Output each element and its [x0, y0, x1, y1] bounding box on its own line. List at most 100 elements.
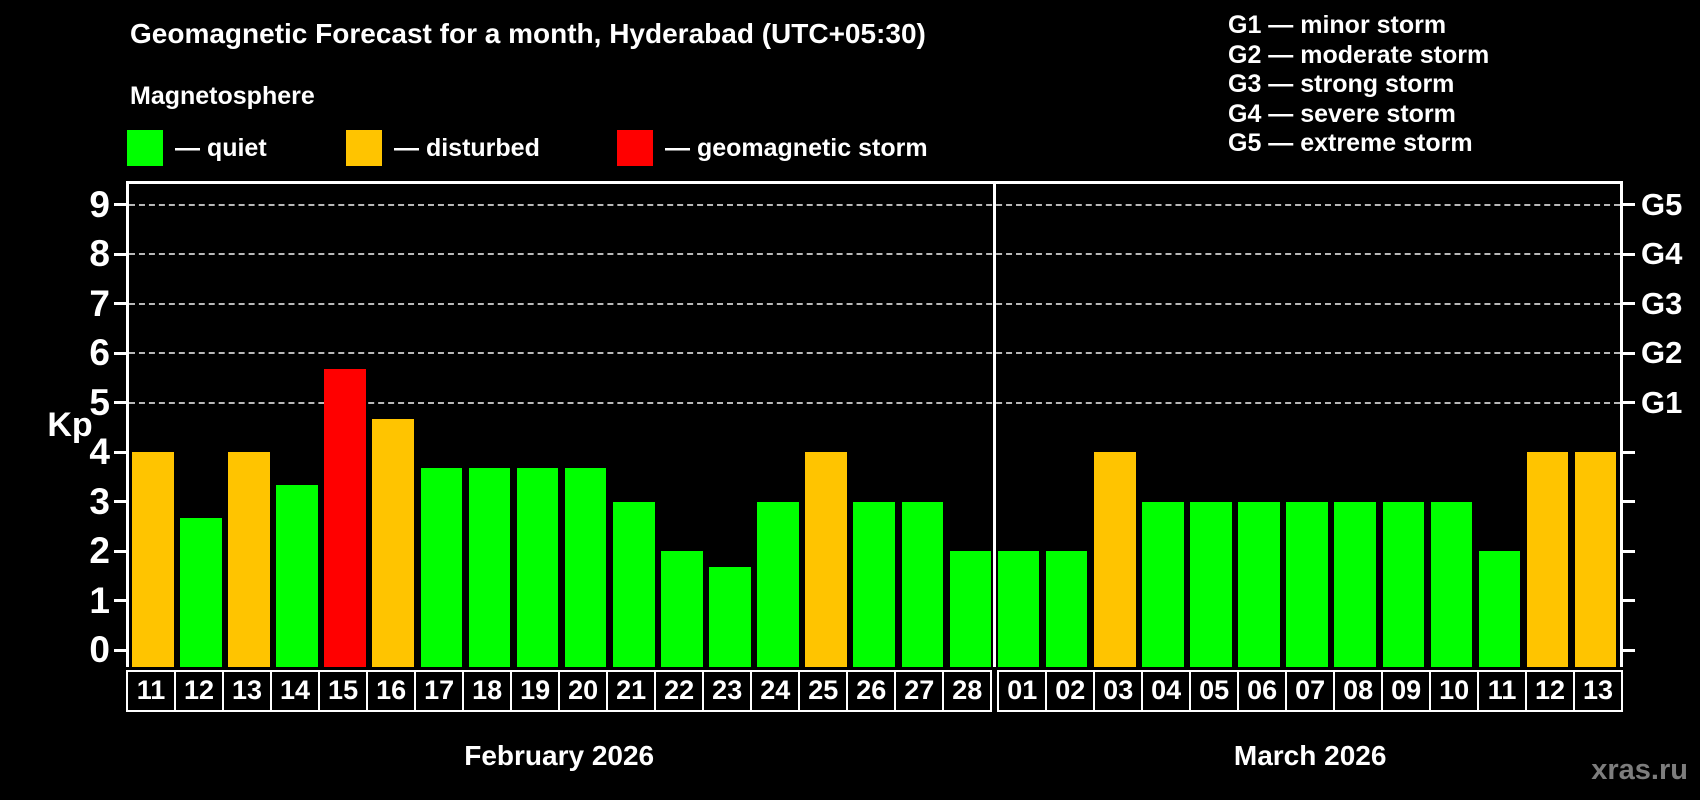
plot-area — [126, 181, 1623, 667]
g-legend-line: G3 — strong storm — [1228, 70, 1455, 98]
day-cell: 22 — [654, 672, 702, 710]
kp-bar — [949, 551, 992, 667]
day-cell: 24 — [750, 672, 798, 710]
day-cell: 13 — [1573, 672, 1621, 710]
kp-bar — [901, 501, 944, 667]
legend-label-quiet: — quiet — [175, 133, 267, 162]
kp-bar — [1142, 501, 1184, 667]
g-level-label-g1: G1 — [1641, 384, 1683, 420]
y-tick-label: 2 — [89, 530, 110, 571]
kp-bar — [1045, 551, 1088, 667]
g-level-label-g2: G2 — [1641, 335, 1683, 370]
month-label: March 2026 — [1233, 740, 1387, 771]
y-tick-label: 3 — [89, 480, 110, 522]
day-cell: 20 — [558, 672, 606, 710]
kp-bar — [1093, 452, 1136, 667]
left-tick — [114, 549, 126, 553]
kp-bar — [997, 551, 1040, 667]
gridline-kp8 — [129, 253, 1620, 255]
day-cell: 17 — [414, 672, 462, 710]
storm-scale-legend: G1 — minor storm G2 — moderate storm G3 — … — [1228, 11, 1489, 159]
day-cell: 06 — [1237, 672, 1285, 710]
day-cell: 27 — [894, 672, 942, 710]
left-tick — [114, 599, 126, 602]
kp-bar — [564, 468, 607, 667]
kp-bar — [276, 485, 318, 667]
g-legend-line: G4 — severe storm — [1228, 99, 1456, 128]
legend-label-disturbed: — disturbed — [394, 133, 540, 162]
kp-axis-title: Kp — [47, 406, 93, 444]
left-tick — [114, 351, 126, 355]
gridline-kp7 — [129, 302, 1620, 305]
left-tick — [114, 450, 126, 454]
subtitle: Magnetosphere — [130, 82, 315, 110]
legend-swatch-quiet — [127, 130, 163, 166]
legend-label-storm: — geomagnetic storm — [665, 133, 928, 162]
day-cell: 14 — [270, 672, 318, 710]
day-cell: 23 — [702, 672, 750, 710]
day-group: 11 12 13 14 15 16 17 18 19 20 21 22 23 24 25 26 27 28 — [126, 670, 993, 712]
y-tick-label: 1 — [89, 579, 110, 621]
kp-bar — [324, 369, 366, 667]
kp-bar — [516, 468, 559, 667]
right-tick — [1623, 351, 1635, 355]
left-tick — [114, 252, 126, 256]
g-level-label-g5: G5 — [1641, 186, 1683, 222]
watermark: xras.ru — [1591, 754, 1688, 786]
right-tick — [1623, 203, 1635, 206]
right-tick — [1623, 401, 1635, 404]
day-cell: 08 — [1333, 672, 1381, 710]
kp-bar — [1478, 551, 1521, 667]
kp-bar — [420, 468, 463, 667]
right-tick — [1623, 648, 1635, 652]
day-cell: 01 — [1007, 675, 1038, 705]
month-labels: February 2026 March 2026 — [126, 740, 1623, 772]
left-tick — [114, 203, 126, 206]
day-cell: 12 — [174, 672, 222, 710]
gridline-kp9 — [129, 203, 1620, 206]
g-level-label-g3: G3 — [1641, 285, 1683, 321]
kp-bar — [228, 452, 270, 667]
right-tick — [1623, 500, 1635, 503]
left-tick — [114, 302, 126, 305]
kp-bar — [468, 468, 511, 667]
kp-bar — [1190, 501, 1232, 667]
g-legend-line: G5 — extreme storm — [1228, 129, 1473, 157]
gridline-kp5 — [129, 401, 1620, 404]
day-cell: 02 — [1045, 672, 1093, 710]
kp-bar — [757, 501, 799, 667]
kp-bar — [1382, 501, 1425, 667]
legend-item-storm: — geomagnetic storm — [617, 129, 928, 167]
kp-bar — [1334, 501, 1376, 667]
day-cell: 10 — [1429, 672, 1477, 710]
day-cell: 07 — [1285, 672, 1333, 710]
kp-bar — [1574, 452, 1617, 667]
left-tick — [114, 401, 126, 404]
right-tick — [1623, 599, 1635, 602]
day-cell: 03 — [1093, 672, 1141, 710]
month-label: February 2026 — [464, 740, 655, 771]
legend-item-disturbed: — disturbed — [346, 129, 540, 167]
day-cell: 12 — [1525, 672, 1573, 710]
kp-bar — [1526, 452, 1569, 667]
day-cell: 11 — [1477, 672, 1525, 710]
page-title: Geomagnetic Forecast for a month, Hydera… — [130, 18, 926, 49]
legend-item-quiet: — quiet — [127, 129, 267, 167]
kp-bar — [132, 452, 174, 667]
day-cell: 28 — [942, 672, 990, 710]
y-tick-label: 6 — [89, 332, 110, 373]
day-cell: 05 — [1189, 672, 1237, 710]
g-legend-line: G1 — minor storm — [1228, 11, 1447, 39]
day-axis: 11 12 13 14 15 16 17 18 19 20 21 22 23 24 25 26 27 28 01 02… — [126, 670, 1623, 712]
y-tick-label: 9 — [89, 183, 110, 225]
day-cell: 04 — [1141, 672, 1189, 710]
kp-bar — [853, 501, 896, 667]
right-tick — [1623, 302, 1635, 305]
y-tick-label: 7 — [89, 282, 110, 324]
kp-bar — [1286, 501, 1328, 667]
left-tick — [114, 500, 126, 503]
g-level-label-g4: G4 — [1641, 236, 1683, 271]
legend-swatch-storm — [617, 130, 653, 166]
kp-bar — [805, 452, 847, 667]
kp-bar — [180, 517, 222, 667]
